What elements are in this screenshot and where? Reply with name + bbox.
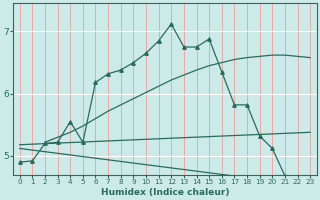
X-axis label: Humidex (Indice chaleur): Humidex (Indice chaleur) <box>101 188 229 197</box>
